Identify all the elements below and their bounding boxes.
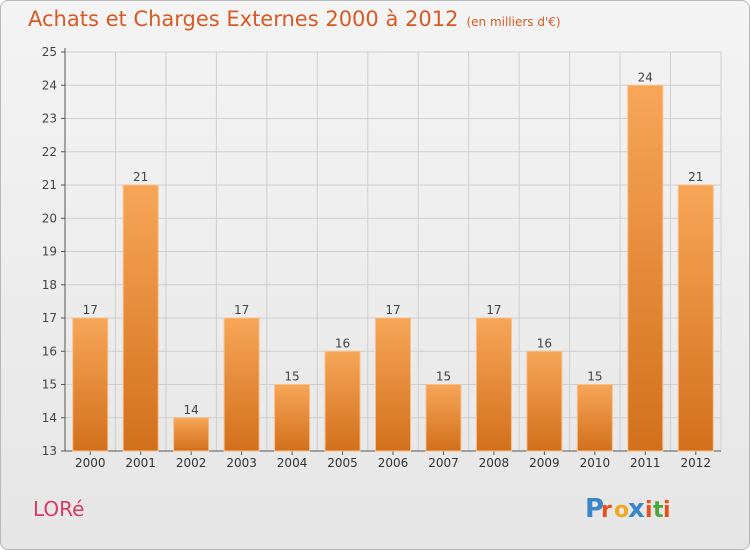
logo-letter: x bbox=[628, 494, 645, 524]
x-tick-label: 2008 bbox=[479, 456, 510, 470]
x-tick-label: 2007 bbox=[428, 456, 459, 470]
x-tick-label: 2009 bbox=[529, 456, 560, 470]
data-label: 17 bbox=[83, 303, 98, 317]
x-tick-label: 2006 bbox=[378, 456, 409, 470]
x-tick-label: 2005 bbox=[327, 456, 358, 470]
logo-letter: i bbox=[663, 498, 671, 523]
y-tick-label: 17 bbox=[42, 311, 57, 325]
data-label: 15 bbox=[587, 370, 602, 384]
x-tick-label: 2010 bbox=[580, 456, 611, 470]
logo-letter: i bbox=[645, 498, 653, 523]
bar bbox=[627, 84, 664, 452]
x-tick-label: 2000 bbox=[75, 456, 106, 470]
y-tick-label: 21 bbox=[42, 178, 57, 192]
bar bbox=[122, 184, 159, 452]
bar bbox=[375, 317, 411, 452]
y-tick-label: 20 bbox=[42, 211, 57, 225]
data-label: 21 bbox=[133, 170, 148, 184]
x-tick-label: 2003 bbox=[226, 456, 257, 470]
bar bbox=[526, 350, 563, 452]
x-tick-label: 2011 bbox=[630, 456, 661, 470]
y-tick-label: 15 bbox=[42, 378, 57, 392]
data-label: 16 bbox=[335, 336, 350, 350]
x-tick-label: 2004 bbox=[277, 456, 308, 470]
data-labels: 17 21 14 17 15 16 17 15 17 16 15 24 21 bbox=[83, 70, 704, 417]
data-label: 21 bbox=[688, 170, 703, 184]
x-tick-label: 2012 bbox=[680, 456, 711, 470]
data-label: 17 bbox=[385, 303, 400, 317]
data-label: 17 bbox=[486, 303, 501, 317]
x-tick-label: 2001 bbox=[125, 456, 156, 470]
data-label: 15 bbox=[284, 370, 299, 384]
logo-letter: o bbox=[614, 498, 629, 523]
y-tick-label: 14 bbox=[42, 411, 57, 425]
x-tick-label: 2002 bbox=[176, 456, 207, 470]
y-tick-label: 16 bbox=[42, 344, 57, 358]
y-tick-label: 22 bbox=[42, 145, 57, 159]
y-tick-label: 18 bbox=[42, 278, 57, 292]
y-tick-label: 25 bbox=[42, 45, 57, 59]
y-tick-label: 13 bbox=[42, 444, 57, 458]
bar bbox=[425, 384, 462, 452]
logo-letter: r bbox=[601, 498, 612, 523]
data-label: 14 bbox=[184, 403, 199, 417]
proxiti-logo[interactable]: Pr ox i t i bbox=[583, 487, 693, 527]
bar bbox=[324, 350, 361, 452]
bar bbox=[475, 317, 512, 452]
tick-labels: 13 14 15 16 17 18 19 20 21 22 23 24 25 2000 2001 2002 20… bbox=[42, 45, 711, 470]
bar bbox=[677, 184, 714, 452]
y-tick-label: 23 bbox=[42, 112, 57, 126]
data-label: 16 bbox=[537, 336, 552, 350]
data-label: 24 bbox=[638, 70, 653, 84]
chart-subtitle: (en milliers d'€) bbox=[466, 15, 561, 29]
data-label: 15 bbox=[436, 370, 451, 384]
y-tick-label: 19 bbox=[42, 245, 57, 259]
bar bbox=[173, 417, 210, 452]
chart-title-line: Achats et Charges Externes 2000 à 2012 (e… bbox=[28, 7, 561, 31]
y-tick-label: 24 bbox=[42, 78, 57, 92]
bar bbox=[72, 317, 109, 452]
logo-letter: t bbox=[653, 498, 664, 523]
proxiti-logo-letters: Pr ox i t i bbox=[585, 494, 671, 524]
logo-letter: P bbox=[585, 494, 604, 524]
bar bbox=[576, 384, 613, 452]
bar bbox=[274, 384, 311, 452]
bar bbox=[223, 317, 260, 452]
bars bbox=[72, 84, 714, 452]
data-label: 17 bbox=[234, 303, 249, 317]
commune-name: LORé bbox=[33, 497, 85, 521]
chart-title: Achats et Charges Externes 2000 à 2012 bbox=[28, 7, 459, 31]
